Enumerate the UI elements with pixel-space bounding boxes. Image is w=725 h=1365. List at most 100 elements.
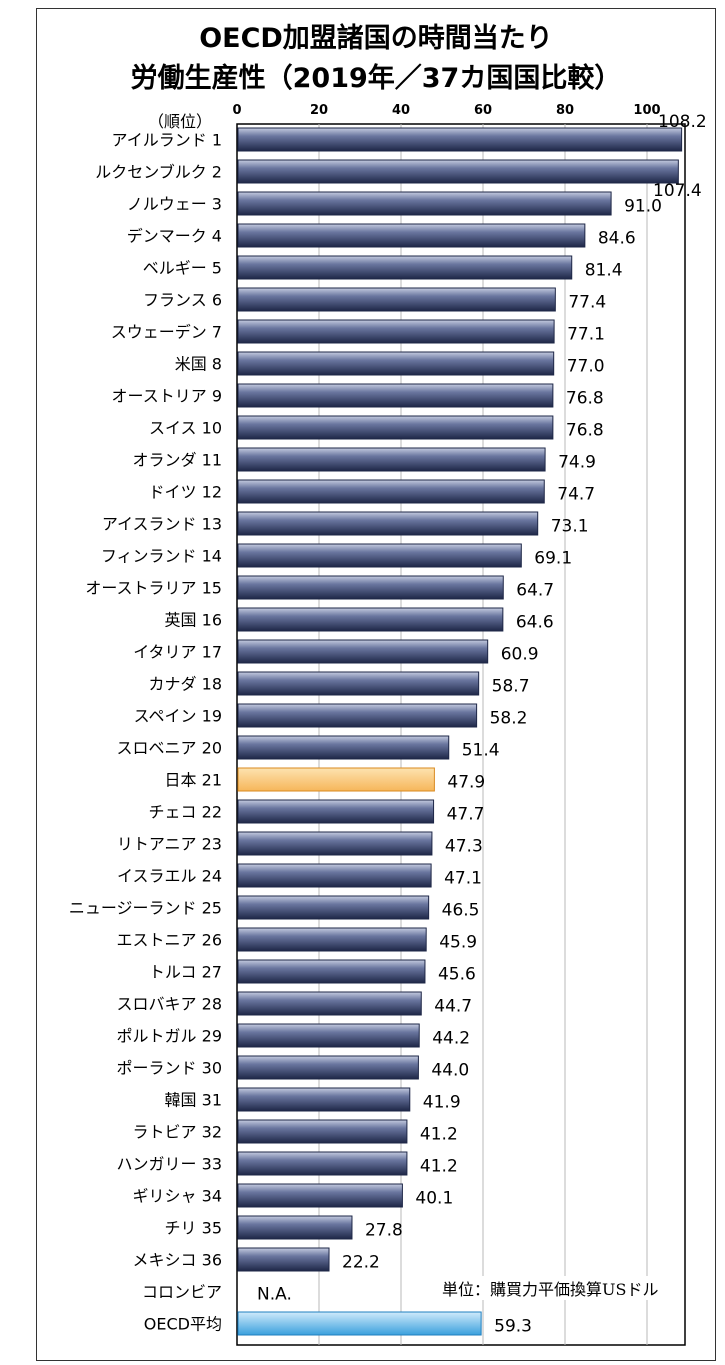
category-label: 日本 21 [165,771,222,790]
category-label: ポーランド 30 [117,1059,222,1078]
bar [237,1311,482,1336]
value-label: 107.4 [653,181,702,201]
category-label: ノルウェー 3 [127,195,222,214]
bar [237,255,573,280]
category-label: イスラエル 24 [117,867,222,886]
category-label: ポルトガル 29 [117,1027,222,1046]
chart-title-line-1: OECD加盟諸国の時間当たり [199,23,553,54]
chart-title-line-2: 労働生産性（2019年／37カ国国比較） [130,63,622,94]
x-tick-label: 100 [633,103,660,118]
value-label: 91.0 [624,197,662,217]
bar [237,287,556,312]
value-label: 60.9 [501,645,539,665]
value-label: 81.4 [585,261,623,281]
value-label: 69.1 [534,549,572,569]
value-label: 41.2 [420,1125,458,1145]
bar [237,383,554,408]
bar [237,831,433,856]
category-label: スウェーデン 7 [111,323,222,342]
category-label: コロンビア [142,1283,222,1302]
bar [237,991,422,1016]
rank-column-header: （順位） [148,112,213,131]
bar [237,127,683,152]
bar [237,415,554,440]
category-label: ラトビア 32 [133,1123,222,1142]
category-label: デンマーク 4 [127,227,222,246]
bar [237,671,480,696]
value-label: 22.2 [342,1253,380,1273]
value-label: 47.9 [447,773,485,793]
value-label: 44.2 [432,1029,470,1049]
category-label: オーストリア 9 [112,387,222,406]
value-label: 47.7 [447,805,485,825]
category-label: ルクセンブルク 2 [95,163,222,182]
bar [237,447,546,472]
x-tick-label: 60 [474,103,492,118]
value-label: 76.8 [566,421,604,441]
value-label: 84.6 [598,229,636,249]
category-label: ドイツ 12 [149,483,222,502]
bar [237,1151,408,1176]
bar [237,863,432,888]
value-label: 77.1 [567,325,605,345]
bar [237,543,522,568]
category-label: オーストラリア 15 [85,579,222,598]
category-label: リトアニア 23 [117,835,222,854]
category-label: ニュージーランド 25 [69,899,222,918]
value-label: 77.4 [568,293,606,313]
x-tick-label: 40 [392,103,410,118]
category-label: 韓国 31 [165,1091,222,1110]
category-label: スロバキア 28 [117,995,222,1014]
bar [237,319,555,344]
bar [237,607,504,632]
value-label: 76.8 [566,389,604,409]
value-label: 47.1 [444,869,482,889]
value-label: 27.8 [365,1221,403,1241]
category-label: アイルランド 1 [112,131,222,150]
value-label: 108.2 [658,112,707,132]
value-label: 64.7 [516,581,554,601]
bar [237,927,427,952]
bar [237,1087,411,1112]
bar [237,1023,420,1048]
category-label: チリ 35 [165,1219,222,1238]
category-label: スイス 10 [149,419,222,438]
value-label: N.A. [257,1285,292,1305]
unit-note: 単位：購買力平価換算USドル [440,1276,661,1300]
category-label: エストニア 26 [117,931,222,950]
x-tick-label: 20 [310,103,328,118]
bar [237,479,545,504]
bar [237,1055,419,1080]
category-label: フィンランド 14 [101,547,222,566]
bar [237,959,426,984]
bar [237,511,539,536]
value-label: 51.4 [462,741,500,761]
category-label: チェコ 22 [149,803,222,822]
bar [237,895,430,920]
bar [237,1247,330,1272]
bar [237,159,679,184]
value-label: 44.0 [431,1061,469,1081]
value-label: 74.7 [557,485,595,505]
value-label: 47.3 [445,837,483,857]
bar [237,191,612,216]
x-tick-label: 80 [556,103,574,118]
bar [237,223,586,248]
value-label: 40.1 [415,1189,453,1209]
value-label: 77.0 [567,357,605,377]
value-label: 45.9 [439,933,477,953]
value-label: 74.9 [558,453,596,473]
category-label: フランス 6 [143,291,222,310]
category-label: 米国 8 [175,355,222,374]
value-label: 41.2 [420,1157,458,1177]
bar [237,767,435,792]
category-label: アイスランド 13 [102,515,222,534]
value-label: 64.6 [516,613,554,633]
category-label: ベルギー 5 [143,259,222,278]
category-label: ハンガリー 33 [117,1155,222,1174]
bar [237,735,450,760]
category-label: OECD平均 [144,1315,222,1334]
bar [237,575,504,600]
category-label: メキシコ 36 [133,1251,222,1270]
